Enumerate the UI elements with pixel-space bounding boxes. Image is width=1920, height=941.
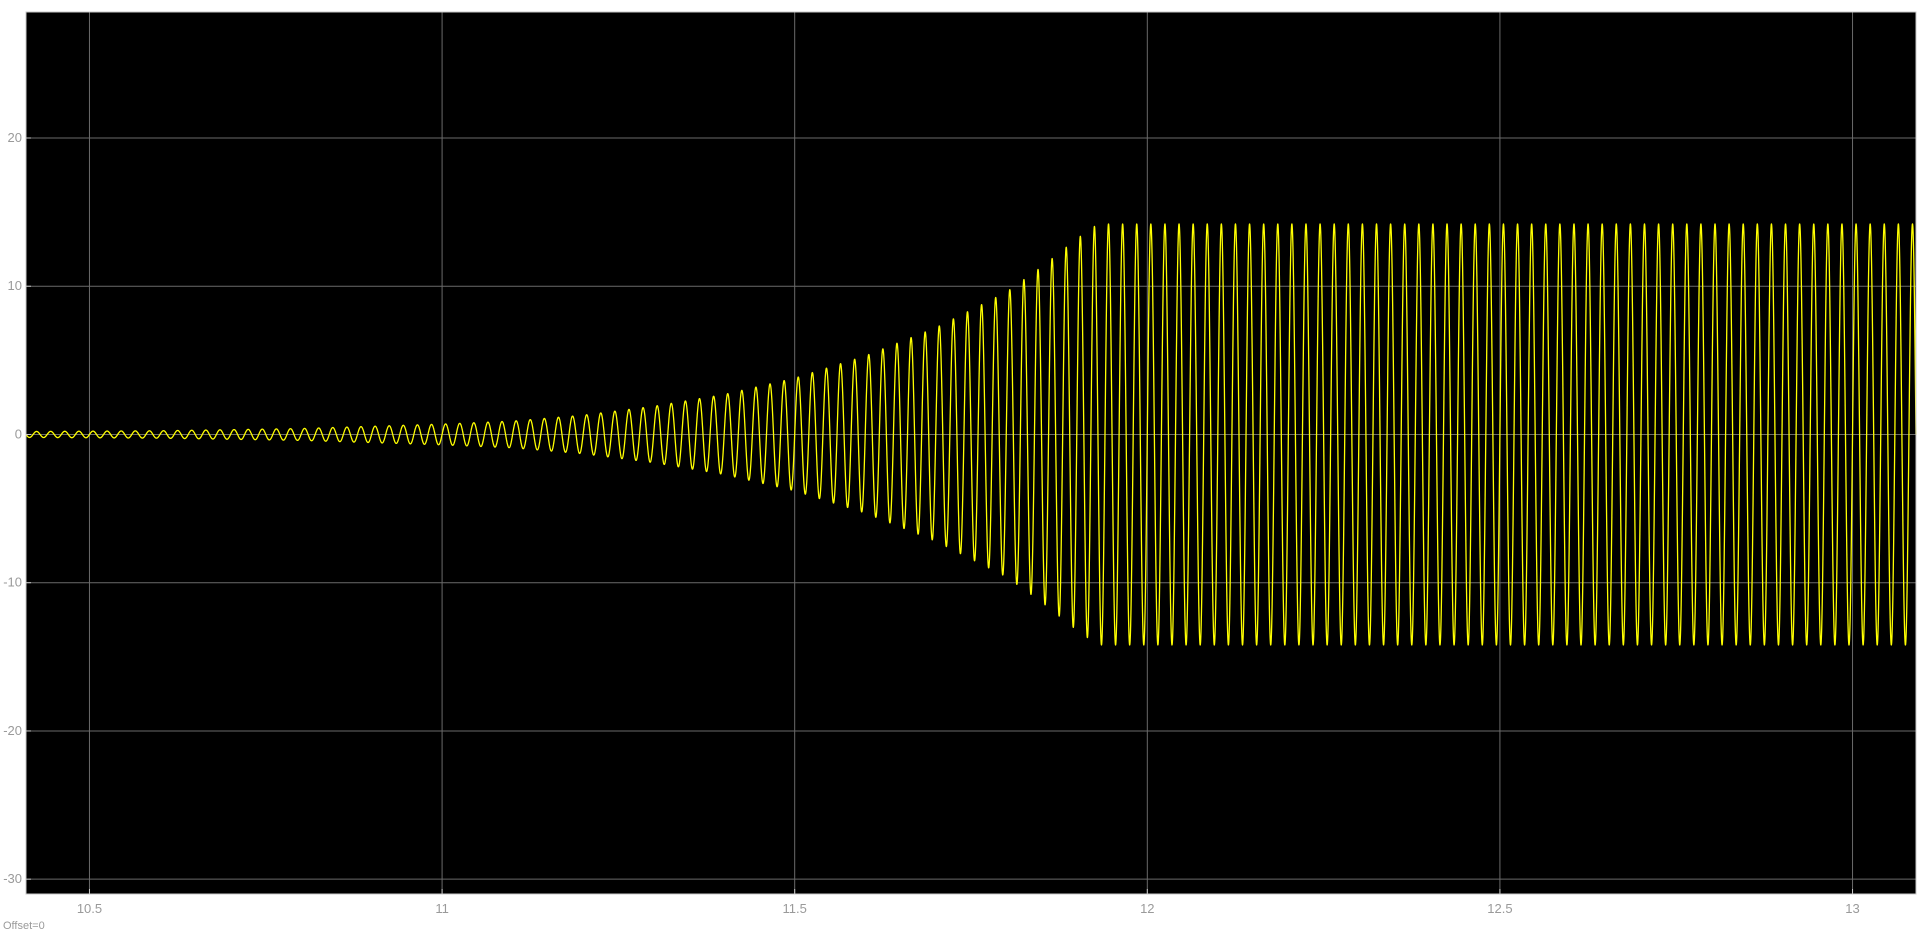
y-tick-label: -20 xyxy=(3,723,22,738)
x-tick-label: 13 xyxy=(1845,901,1859,916)
offset-label: Offset=0 xyxy=(3,920,45,932)
axes xyxy=(25,11,1917,895)
x-tick-label: 12 xyxy=(1140,901,1154,916)
y-tick-label: 10 xyxy=(8,278,22,293)
y-tick-label: 20 xyxy=(8,130,22,145)
series-layer xyxy=(25,223,1917,646)
x-tick-label: 11 xyxy=(435,901,449,916)
x-tick-label: 11.5 xyxy=(783,901,807,916)
y-tick-label: -30 xyxy=(3,871,22,886)
x-tick-label: 12.5 xyxy=(1487,901,1512,916)
y-tick-label: -10 xyxy=(3,575,22,590)
series-line xyxy=(25,223,1917,646)
axes-frame xyxy=(25,11,1917,895)
tick-labels: 10.5 11 11.5 12 12.5 13 20 10 0 -10 -20 -30 xyxy=(3,130,1860,916)
x-tick-label: 10.5 xyxy=(77,901,102,916)
y-tick-label: 0 xyxy=(15,426,22,441)
